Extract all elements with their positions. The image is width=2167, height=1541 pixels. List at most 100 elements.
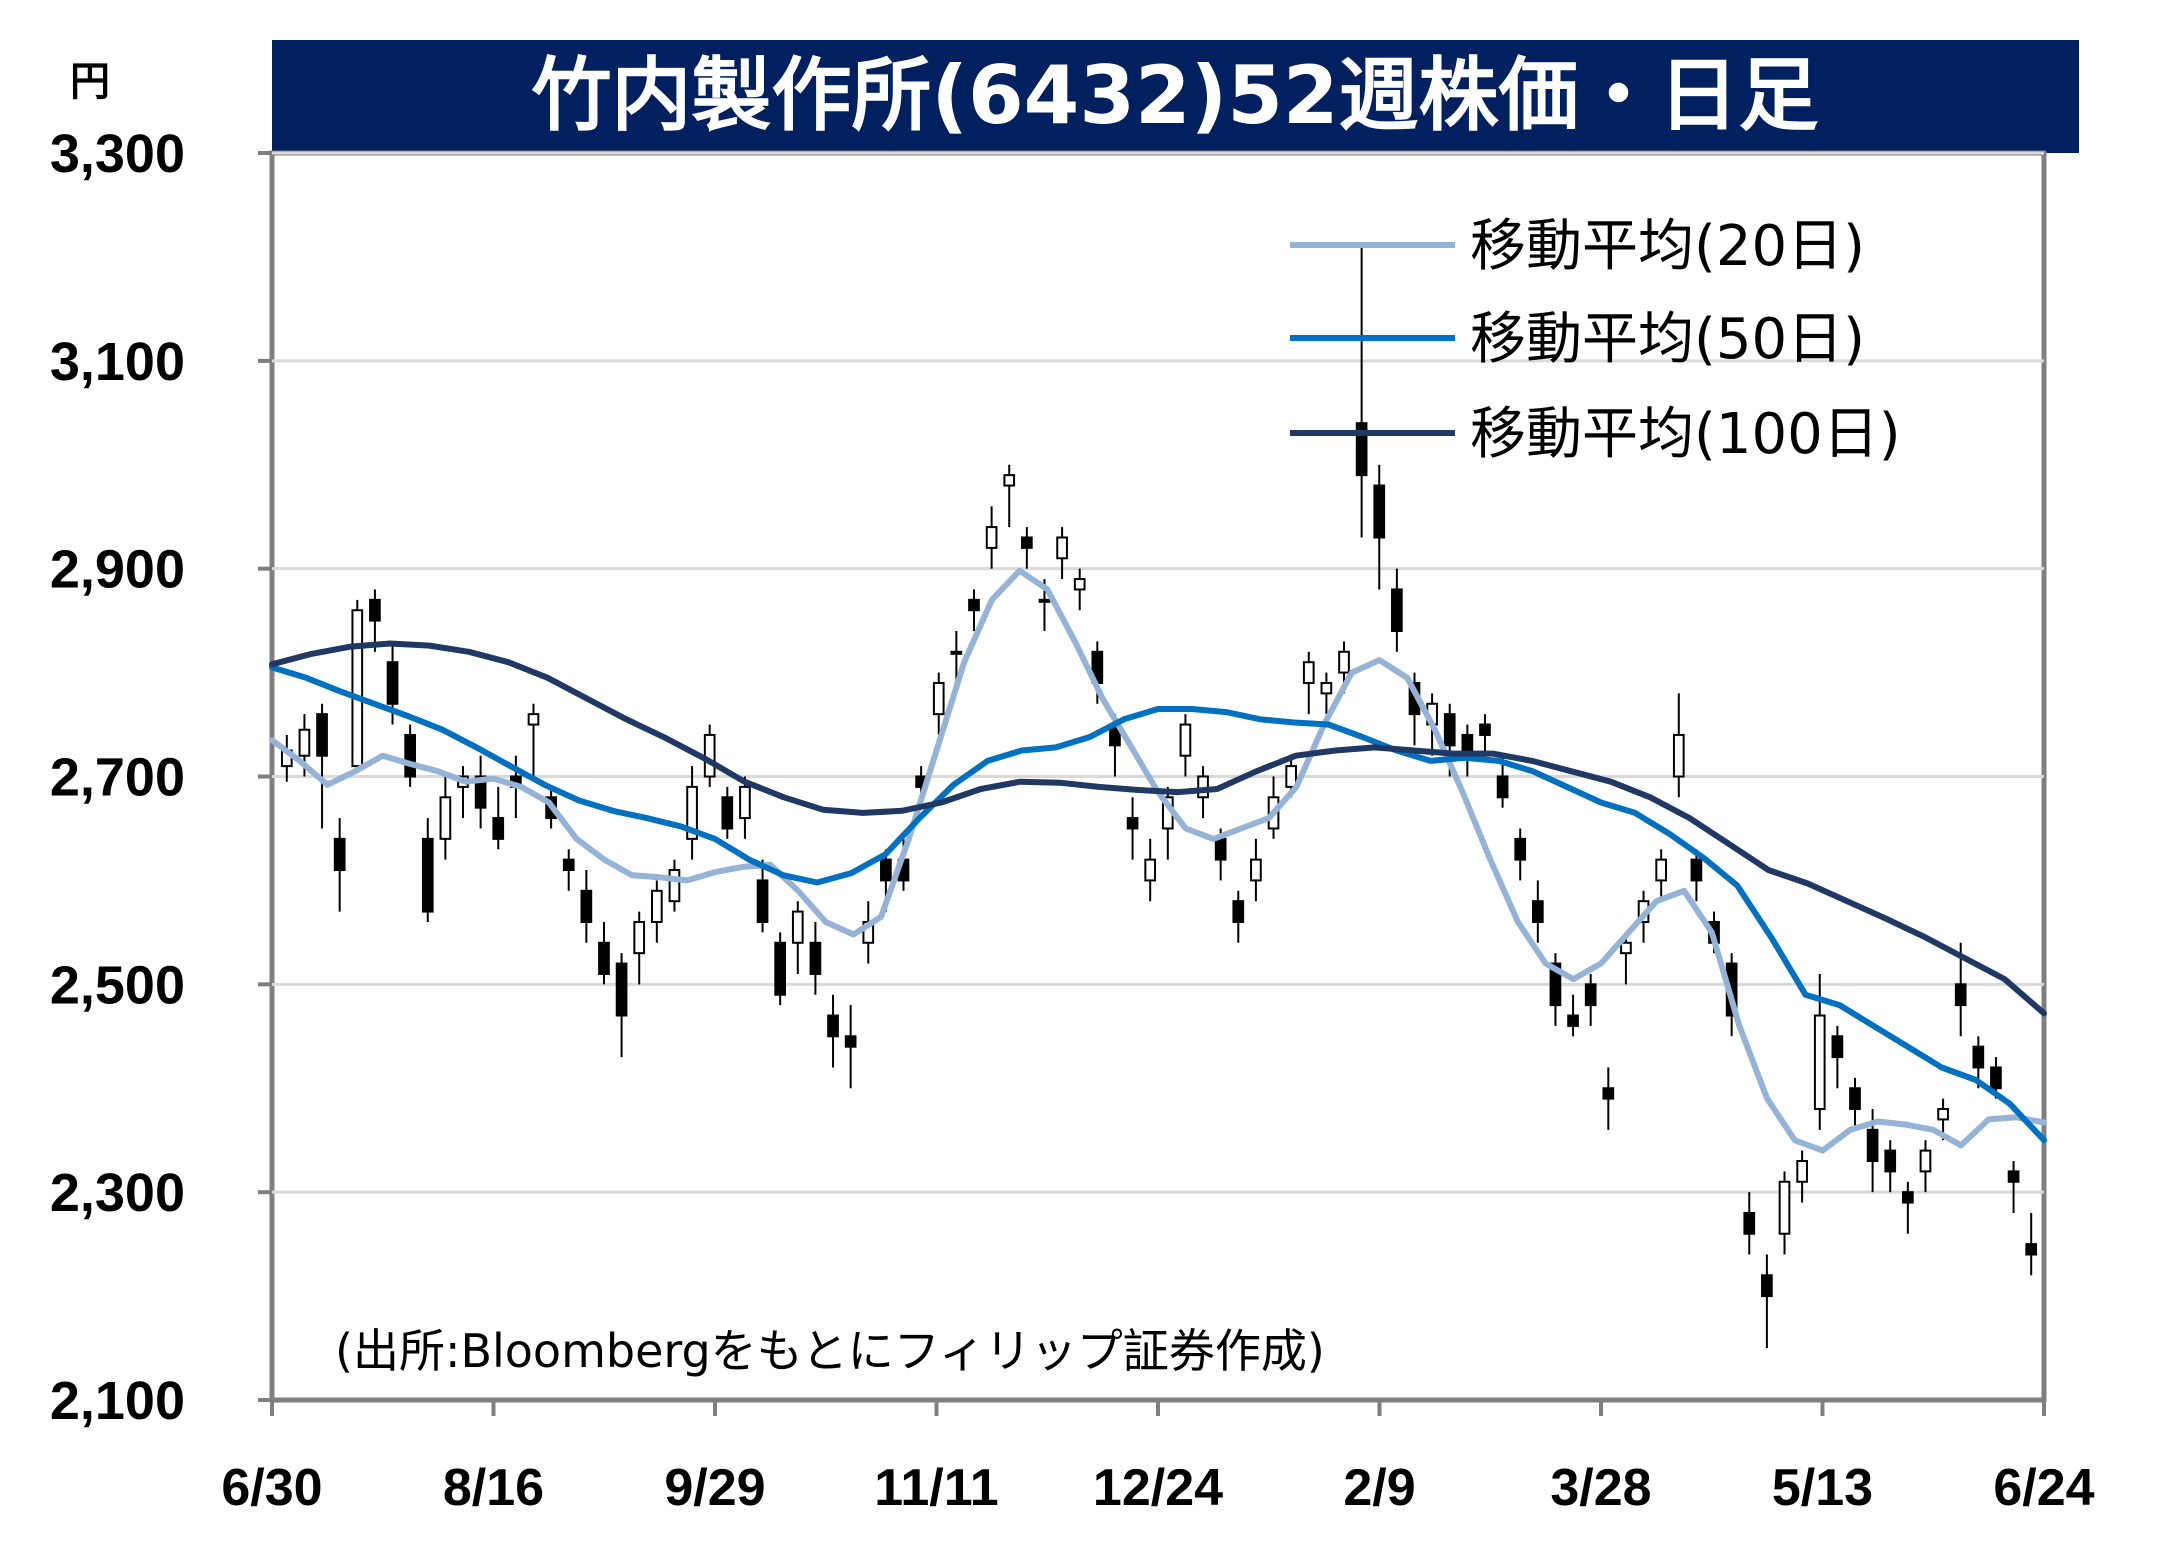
- candle-body: [1690, 858, 1703, 882]
- candle-body: [1919, 1149, 1932, 1173]
- candle-body: [1655, 858, 1668, 882]
- candle-body: [1214, 837, 1227, 861]
- candle-body: [1549, 962, 1562, 1007]
- candle-body: [703, 733, 716, 778]
- candle-body: [580, 889, 593, 923]
- candle-body: [1531, 900, 1544, 923]
- legend-label-ma100: 移動平均(100日): [1470, 402, 1901, 467]
- candle-body: [1355, 422, 1368, 477]
- candle-body: [1937, 1108, 1949, 1121]
- legend-label-ma20: 移動平均(20日): [1470, 214, 1865, 279]
- candle-body: [333, 837, 346, 872]
- candle-body: [562, 858, 575, 872]
- candle-body: [650, 889, 663, 923]
- candle-body: [1567, 1014, 1579, 1027]
- candle-body: [1778, 1180, 1791, 1235]
- chart-title: 竹内製作所(6432)52週株価・日足: [531, 49, 1818, 142]
- candle-body: [1391, 588, 1403, 633]
- candle-body: [1250, 858, 1262, 882]
- candle-body: [1672, 733, 1685, 778]
- candle-body: [774, 941, 787, 996]
- candle-body: [404, 733, 416, 778]
- candle-body: [1179, 723, 1192, 757]
- moving-average-line-1: [269, 664, 2047, 1144]
- x-tick-label: 5/13: [1772, 1459, 1873, 1517]
- y-unit-label: 円: [70, 60, 110, 104]
- candle-body: [1003, 474, 1016, 487]
- candle-body: [386, 661, 399, 705]
- gridlines: [258, 151, 2044, 1402]
- candle-body: [1813, 1014, 1826, 1111]
- candle-body: [1990, 1066, 2002, 1090]
- candle-body: [1073, 578, 1086, 591]
- candle-body: [1902, 1191, 1914, 1204]
- candle-body: [1056, 536, 1068, 560]
- candle-body: [2007, 1170, 2020, 1183]
- candle-body: [844, 1035, 857, 1048]
- candle-body: [1144, 858, 1157, 882]
- candle-body: [421, 837, 434, 913]
- candle-body: [686, 785, 698, 840]
- x-tick-label: 12/24: [1093, 1459, 1223, 1517]
- candle-body: [1338, 650, 1350, 674]
- candle-body: [369, 598, 381, 622]
- candle-body: [1021, 536, 1033, 549]
- x-tick-label: 8/16: [443, 1459, 544, 1517]
- candle-body: [351, 609, 364, 768]
- candle-body: [1302, 661, 1315, 684]
- candle-body: [1479, 723, 1491, 736]
- candle-body: [1285, 765, 1297, 788]
- candle-body: [598, 941, 610, 975]
- candle-body: [1866, 1128, 1879, 1162]
- candle-body: [439, 796, 452, 840]
- candle-body: [1831, 1035, 1844, 1059]
- legend-label-ma50: 移動平均(50日): [1470, 307, 1865, 372]
- candle-body: [809, 941, 822, 975]
- candle-body: [739, 785, 751, 820]
- x-tick-label: 2/9: [1343, 1459, 1415, 1517]
- candle-body: [1849, 1087, 1861, 1111]
- candle-body: [1584, 983, 1597, 1007]
- y-tick-label: 3,100: [50, 332, 185, 392]
- candle-body: [1761, 1274, 1773, 1298]
- candle-body: [1884, 1149, 1897, 1173]
- candle-body: [968, 598, 980, 612]
- candle-body: [950, 650, 963, 655]
- candlesticks: [280, 246, 2038, 1349]
- candle-body: [615, 962, 628, 1017]
- x-tick-label: 3/28: [1550, 1459, 1651, 1517]
- candle-body: [492, 817, 505, 840]
- candle-body: [2025, 1243, 2038, 1256]
- y-tick-label: 2,700: [50, 748, 185, 808]
- candle-body: [1126, 817, 1139, 830]
- candle-body: [721, 796, 734, 830]
- candle-body: [1620, 941, 1632, 955]
- x-axis-tick-labels: 6/30 8/16 9/29 11/11 12/24 2/9 3/28 5/13 6/24: [221, 1400, 2095, 1517]
- candle-body: [1796, 1159, 1808, 1183]
- candle-body: [633, 920, 646, 955]
- source-note: (出所:Bloombergをもとにフィリップ証券作成): [335, 1324, 1325, 1378]
- moving-average-line-2: [269, 640, 2047, 1017]
- y-tick-label: 2,900: [50, 540, 185, 600]
- legend: 移動平均(20日) 移動平均(50日) 移動平均(100日): [1290, 214, 1901, 467]
- candle-body: [827, 1014, 839, 1038]
- candle-body: [1373, 484, 1386, 539]
- candle-body: [1954, 983, 1967, 1007]
- x-tick-label: 11/11: [874, 1459, 998, 1517]
- y-tick-label: 2,500: [50, 955, 185, 1015]
- candle-body: [1232, 900, 1245, 923]
- y-axis-tick-labels: 2,100 2,300 2,500 2,700 2,900 3,100 3,300: [50, 124, 185, 1431]
- x-tick-label: 6/30: [221, 1459, 322, 1517]
- y-tick-label: 2,300: [50, 1163, 185, 1223]
- x-tick-label: 6/24: [1993, 1459, 2094, 1517]
- candle-body: [316, 713, 328, 757]
- y-tick-label: 2,100: [50, 1371, 185, 1431]
- candle-body: [880, 858, 892, 882]
- candle-body: [1972, 1045, 1985, 1069]
- candle-body: [298, 728, 311, 757]
- candle-body: [791, 910, 804, 944]
- candle-body: [932, 681, 945, 716]
- candle-body: [756, 879, 769, 923]
- candle-body: [474, 775, 487, 809]
